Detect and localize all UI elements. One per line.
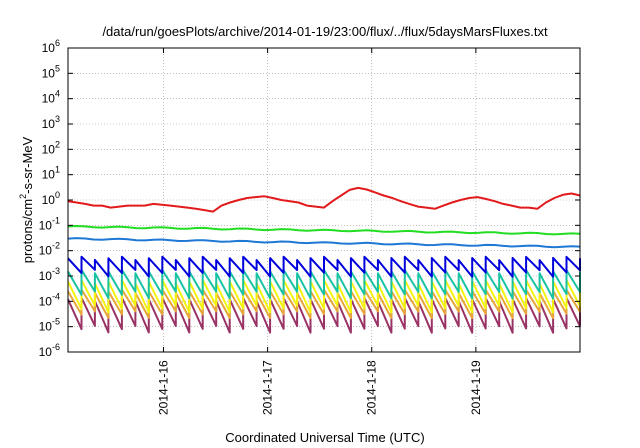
x-tick-label: 2014-1-17 [261, 360, 275, 415]
chart-title: /data/run/goesPlots/archive/2014-01-19/2… [102, 24, 548, 39]
y-tick-base: 10 [42, 142, 56, 156]
y-tick-label: 106 [42, 38, 60, 55]
x-axis-label: Coordinated Universal Time (UTC) [225, 430, 424, 445]
y-axis-label: protons/cm2-s-sr-MeV [18, 136, 35, 263]
y-tick-base: 10 [39, 218, 53, 232]
y-tick-label: 10-3 [39, 266, 60, 283]
x-tick-label: 2014-1-18 [365, 360, 379, 415]
series-group [67, 186, 581, 334]
series-line-3 [67, 255, 581, 278]
y-tick-exp: 1 [55, 165, 60, 175]
y-tick-label: 104 [42, 89, 60, 106]
y-tick-exp: 6 [55, 38, 60, 48]
y-tick-base: 10 [42, 117, 56, 131]
y-tick-label: 10-1 [39, 215, 60, 232]
y-tick-base: 10 [42, 41, 56, 55]
y-tick-base: 10 [42, 168, 56, 182]
y-tick-exp: 4 [55, 89, 60, 99]
y-tick-exp: -4 [52, 291, 60, 301]
y-tick-base: 10 [42, 66, 56, 80]
y-tick-base: 10 [39, 345, 53, 359]
y-tick-label: 10-4 [39, 291, 60, 308]
x-tick-label: 2014-1-19 [469, 360, 483, 415]
y-tick-exp: 2 [55, 139, 60, 149]
y-axis-ticks: 10-610-510-410-310-210-11001011021031041… [39, 38, 580, 359]
y-tick-exp: -5 [52, 317, 60, 327]
y-tick-exp: 0 [55, 190, 60, 200]
x-axis-ticks: 2014-1-16 2014-1-17 2014-1-18 2014-1-19 [156, 48, 483, 415]
y-tick-base: 10 [42, 193, 56, 207]
y-axis-label-sup: 2 [18, 194, 28, 199]
y-axis-label-suffix: -s-sr-MeV [20, 136, 35, 193]
y-tick-label: 100 [42, 190, 60, 207]
y-tick-base: 10 [39, 320, 53, 334]
y-tick-exp: 5 [55, 63, 60, 73]
y-tick-exp: -3 [52, 266, 60, 276]
y-tick-label: 105 [42, 63, 60, 80]
y-tick-label: 101 [42, 165, 60, 182]
series-line-0 [67, 186, 581, 213]
y-tick-label: 10-2 [39, 241, 60, 258]
y-tick-base: 10 [39, 269, 53, 283]
y-tick-base: 10 [42, 92, 56, 106]
y-tick-base: 10 [39, 244, 53, 258]
y-tick-label: 10-6 [39, 342, 60, 359]
y-tick-label: 102 [42, 139, 60, 156]
y-tick-label: 103 [42, 114, 60, 131]
x-tick-label: 2014-1-16 [156, 360, 170, 415]
series-line-1 [67, 225, 581, 236]
y-tick-exp: 3 [55, 114, 60, 124]
y-tick-base: 10 [39, 294, 53, 308]
y-tick-exp: -6 [52, 342, 60, 352]
y-tick-label: 10-5 [39, 317, 60, 334]
y-axis-label-prefix: protons/cm [20, 199, 35, 263]
y-tick-exp: -1 [52, 215, 60, 225]
grid [68, 48, 580, 352]
series-line-2 [67, 237, 581, 249]
y-tick-exp: -2 [52, 241, 60, 251]
